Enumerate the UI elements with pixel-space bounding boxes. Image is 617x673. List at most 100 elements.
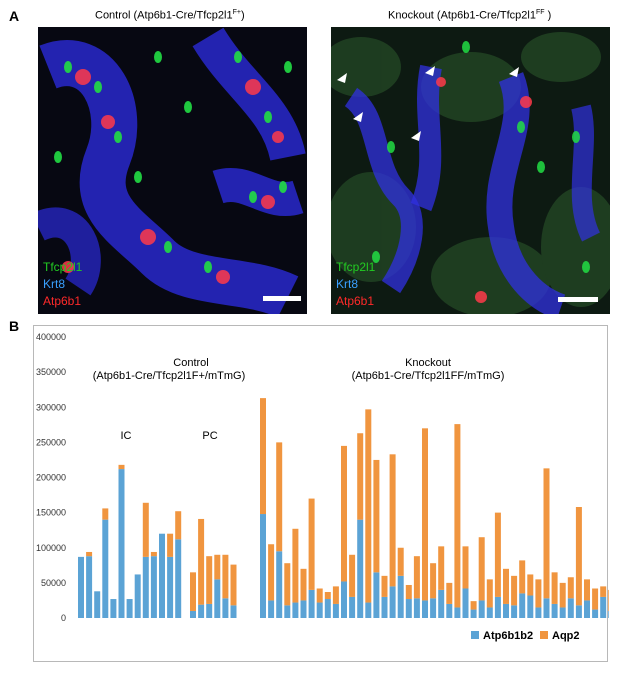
bar-aqp2 [142,502,149,557]
bar-aqp2 [397,547,404,576]
bar-atp6b1b2 [102,519,109,618]
bar-atp6b1b2 [511,605,518,618]
bar-aqp2 [584,579,590,601]
bar-atp6b1b2 [494,596,501,618]
bar-atp6b1b2 [373,572,380,618]
bar-atp6b1b2 [389,586,396,618]
bar-aqp2 [608,589,615,611]
bar-atp6b1b2 [381,596,388,618]
knockout-micrograph: Tfcp2l1 Krt8 Atp6b1 [331,27,610,314]
y-tick-label: 300000 [36,402,66,412]
bar-atp6b1b2 [478,600,485,618]
knockout-title-sup: FF [535,9,545,16]
arrowhead-3 [425,66,435,76]
bar-atp6b1b2 [527,595,534,618]
bar-atp6b1b2 [268,600,275,618]
bar-atp6b1b2 [126,599,133,618]
bar-aqp2 [575,507,582,606]
bar-aqp2 [268,544,275,601]
y-tick-label: 150000 [36,508,66,518]
bar-atp6b1b2 [446,603,453,618]
control-legend: Tfcp2l1 Krt8 Atp6b1 [43,259,82,310]
bar-atp6b1b2 [324,599,331,618]
bar-atp6b1b2 [260,514,266,618]
arrowheads-group [337,66,519,141]
bar-aqp2 [462,546,469,589]
bar-aqp2 [405,584,412,600]
bar-atp6b1b2 [438,589,445,618]
bar-aqp2 [551,572,558,604]
bar-aqp2 [341,445,347,582]
bar-atp6b1b2 [592,609,599,618]
bar-atp6b1b2 [230,605,237,618]
bar-aqp2 [600,586,607,597]
bar-atp6b1b2 [413,598,420,618]
bar-atp6b1b2 [470,609,477,618]
bar-aqp2 [438,546,445,590]
bar-aqp2 [357,433,364,520]
bar-aqp2 [175,511,182,540]
knockout-legend: Tfcp2l1 Krt8 Atp6b1 [336,259,375,310]
knockout-scale-bar [558,297,598,302]
bar-aqp2 [365,409,372,603]
bar-aqp2 [276,442,283,552]
legend-krt8: Krt8 [43,277,66,291]
y-tick-label: 50000 [41,578,66,588]
bar-aqp2 [102,508,109,520]
bar-atp6b1b2 [214,579,221,618]
bar-atp6b1b2 [559,607,566,618]
y-tick-label: 0 [61,613,66,623]
control-annotation-genotype: (Atp6b1-Cre/Tfcp2l1F+/mTmG) [93,370,246,382]
legend-atp6b1: Atp6b1 [336,294,375,308]
bar-atp6b1b2 [222,598,229,618]
control-title-end: ) [240,9,245,22]
panel-b-label: B [9,318,20,334]
bar-atp6b1b2 [175,539,182,618]
bar-aqp2 [284,563,291,606]
bar-atp6b1b2 [316,602,323,618]
bar-aqp2 [454,424,461,608]
bar-atp6b1b2 [608,610,615,618]
y-tick-label: 350000 [36,367,66,377]
bar-atp6b1b2 [575,605,582,618]
bar-aqp2 [167,533,174,557]
bar-aqp2 [559,582,566,608]
bar-atp6b1b2 [397,575,404,618]
control-micrograph: Tfcp2l1 Krt8 Atp6b1 [38,27,307,314]
panel-a-label: A [9,8,20,24]
control-title-text: Control (Atp6b1-Cre/Tfcp2l1 [95,9,233,22]
legend-tfcp2l1: Tfcp2l1 [43,260,83,274]
bar-aqp2 [511,575,518,606]
bar-aqp2 [373,459,380,573]
knockout-annotation-title: Knockout [405,357,451,369]
y-tick-label: 200000 [36,473,66,483]
bar-aqp2 [486,579,493,608]
arrowhead-5 [509,67,519,77]
bar-aqp2 [316,588,323,603]
knockout-title-text: Knockout (Atp6b1-Cre/Tfcp2l1 [388,9,536,22]
bar-atp6b1b2 [535,607,542,618]
bar-atp6b1b2 [519,593,526,618]
bar-aqp2 [430,563,437,599]
legend-atp6b1: Atp6b1 [43,294,82,308]
bar-atp6b1b2 [276,551,283,618]
ic-label: IC [121,430,132,442]
legend-label-aqp2: Aqp2 [552,630,580,642]
legend-tfcp2l1: Tfcp2l1 [336,260,376,274]
control-scale-bar [263,296,301,301]
bar-atp6b1b2 [206,603,213,618]
bar-atp6b1b2 [292,602,299,618]
knockout-image-title: Knockout (Atp6b1-Cre/Tfcp2l1FF ) [388,9,551,22]
bar-atp6b1b2 [357,519,364,618]
arrowhead-2 [353,112,363,122]
bar-aqp2 [494,512,501,597]
bar-atp6b1b2 [567,598,574,618]
control-title-sup: F+ [232,9,241,16]
bar-atp6b1b2 [159,533,165,618]
bar-atp6b1b2 [551,603,558,618]
stacked-bar-chart: 0 50000 100000 150000 200000 250000 300000 3500… [13,332,617,642]
bar-aqp2 [190,572,196,611]
bar-atp6b1b2 [134,574,141,618]
bar-atp6b1b2 [150,556,157,618]
control-annotation-title: Control [173,357,208,369]
